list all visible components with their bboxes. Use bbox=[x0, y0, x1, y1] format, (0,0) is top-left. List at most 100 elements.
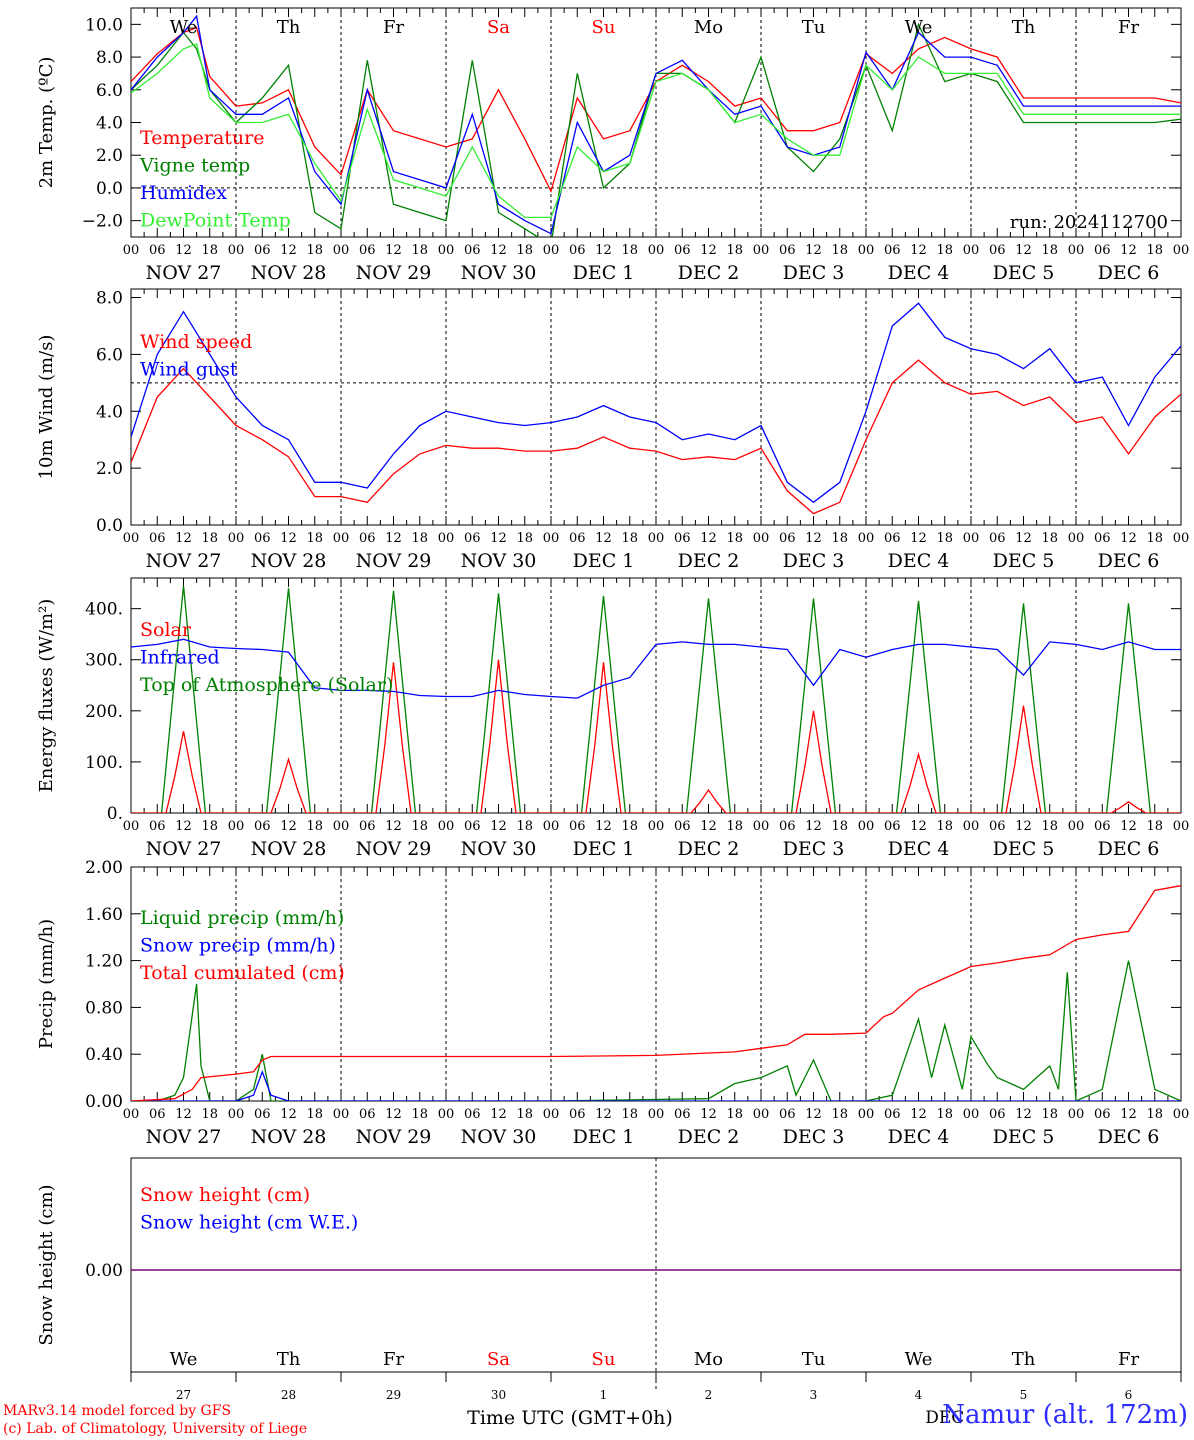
hour-label: 00 bbox=[543, 1107, 560, 1122]
hour-label: 12 bbox=[1015, 243, 1032, 258]
hour-label: 00 bbox=[438, 243, 455, 258]
date-label: NOV 29 bbox=[356, 550, 432, 572]
hour-label: 06 bbox=[884, 1107, 901, 1122]
date-label: DEC 5 bbox=[993, 1126, 1055, 1148]
hour-label: 18 bbox=[831, 819, 848, 834]
hour-label: 06 bbox=[884, 531, 901, 546]
y-tick-label: 8.0 bbox=[96, 289, 123, 309]
hour-label: 18 bbox=[516, 531, 533, 546]
date-label: NOV 30 bbox=[461, 262, 537, 284]
legend-entry: Snow precip (mm/h) bbox=[140, 935, 336, 957]
day-of-week-label: Fr bbox=[1118, 17, 1139, 38]
date-label: NOV 30 bbox=[461, 1126, 537, 1148]
hour-label: 12 bbox=[490, 819, 507, 834]
legend-entry: Solar bbox=[140, 619, 192, 641]
hour-label: 18 bbox=[831, 1107, 848, 1122]
series-line-total bbox=[131, 885, 1181, 1101]
series-line-dewpoint-temp bbox=[131, 43, 1181, 219]
hour-label: 00 bbox=[333, 1107, 350, 1122]
credit-lab: (c) Lab. of Climatology, University of L… bbox=[3, 1421, 308, 1437]
day-number-label: 2 bbox=[705, 1388, 713, 1402]
hour-label: 18 bbox=[936, 819, 953, 834]
y-tick-label: 100. bbox=[85, 753, 123, 773]
y-tick-label: 2.0 bbox=[96, 459, 123, 479]
hour-label: 12 bbox=[700, 243, 717, 258]
date-label: NOV 27 bbox=[146, 550, 222, 572]
day-of-week-label: Su bbox=[592, 1349, 616, 1370]
hour-label: 00 bbox=[543, 819, 560, 834]
y-tick-label: 1.60 bbox=[85, 905, 123, 925]
legend-entry: Top of Atmosphere (Solar) bbox=[140, 674, 393, 696]
hour-label: 18 bbox=[936, 243, 953, 258]
series-line-vigne-temp bbox=[131, 22, 1181, 237]
day-number-label: 1 bbox=[600, 1388, 608, 1402]
hour-label: 00 bbox=[648, 1107, 665, 1122]
hour-label: 12 bbox=[1120, 1107, 1137, 1122]
y-tick-label: 0.40 bbox=[85, 1045, 123, 1065]
hour-label: 00 bbox=[543, 243, 560, 258]
hour-label: 12 bbox=[1015, 1107, 1032, 1122]
y-tick-label: 2.0 bbox=[96, 146, 123, 166]
hour-label: 12 bbox=[910, 531, 927, 546]
hour-label: 00 bbox=[858, 243, 875, 258]
hour-label: 06 bbox=[149, 243, 166, 258]
hour-label: 00 bbox=[1173, 819, 1190, 834]
hour-label: 18 bbox=[201, 819, 218, 834]
hour-label: 00 bbox=[123, 243, 140, 258]
day-number-label: 5 bbox=[1020, 1388, 1028, 1402]
hour-label: 18 bbox=[306, 1107, 323, 1122]
hour-label: 06 bbox=[779, 531, 796, 546]
day-of-week-label: Fr bbox=[383, 1349, 404, 1370]
day-number-label: 28 bbox=[281, 1388, 296, 1402]
hour-label: 06 bbox=[779, 819, 796, 834]
hour-label: 00 bbox=[858, 819, 875, 834]
series-line-snow bbox=[131, 1069, 1181, 1101]
y-tick-label: 10.0 bbox=[85, 15, 123, 35]
y-axis-label: Precip (mm/h) bbox=[36, 919, 57, 1049]
hour-label: 18 bbox=[411, 1107, 428, 1122]
date-label: DEC 1 bbox=[573, 262, 635, 284]
hour-label: 18 bbox=[726, 1107, 743, 1122]
day-of-week-label: Mo bbox=[694, 17, 723, 38]
date-label: NOV 29 bbox=[356, 1126, 432, 1148]
hour-label: 00 bbox=[333, 531, 350, 546]
hour-label: 06 bbox=[884, 819, 901, 834]
date-label: DEC 5 bbox=[993, 262, 1055, 284]
hour-label: 06 bbox=[674, 819, 691, 834]
hour-label: 12 bbox=[1120, 819, 1137, 834]
date-label: DEC 3 bbox=[783, 838, 845, 860]
date-label: DEC 6 bbox=[1098, 262, 1160, 284]
hour-label: 00 bbox=[228, 819, 245, 834]
y-tick-label: 2.00 bbox=[85, 858, 123, 878]
hour-label: 06 bbox=[464, 1107, 481, 1122]
hour-label: 00 bbox=[858, 531, 875, 546]
hour-label: 06 bbox=[254, 819, 271, 834]
hour-label: 12 bbox=[595, 243, 612, 258]
hour-label: 06 bbox=[254, 243, 271, 258]
hour-label: 18 bbox=[306, 531, 323, 546]
date-label: DEC 4 bbox=[888, 550, 950, 572]
hour-label: 00 bbox=[753, 819, 770, 834]
run-label: run: 2024112700 bbox=[1010, 212, 1168, 233]
y-tick-label: 1.20 bbox=[85, 952, 123, 972]
date-label: NOV 29 bbox=[356, 838, 432, 860]
hour-label: 00 bbox=[963, 531, 980, 546]
day-of-week-label: Th bbox=[277, 1349, 301, 1370]
hour-label: 06 bbox=[569, 1107, 586, 1122]
hour-label: 06 bbox=[779, 243, 796, 258]
hour-label: 18 bbox=[1146, 531, 1163, 546]
hour-label: 06 bbox=[779, 1107, 796, 1122]
hour-label: 00 bbox=[438, 531, 455, 546]
day-of-week-label: Mo bbox=[694, 1349, 723, 1370]
y-tick-label: 0.00 bbox=[85, 1092, 123, 1112]
y-tick-label: −2.0 bbox=[82, 212, 123, 232]
hour-label: 00 bbox=[438, 1107, 455, 1122]
hour-label: 06 bbox=[254, 531, 271, 546]
hour-label: 12 bbox=[385, 1107, 402, 1122]
legend-entry: Snow height (cm W.E.) bbox=[140, 1212, 358, 1234]
hour-label: 18 bbox=[201, 243, 218, 258]
hour-label: 06 bbox=[149, 819, 166, 834]
hour-label: 06 bbox=[1094, 243, 1111, 258]
day-number-label: 30 bbox=[491, 1388, 506, 1402]
hour-label: 12 bbox=[490, 243, 507, 258]
